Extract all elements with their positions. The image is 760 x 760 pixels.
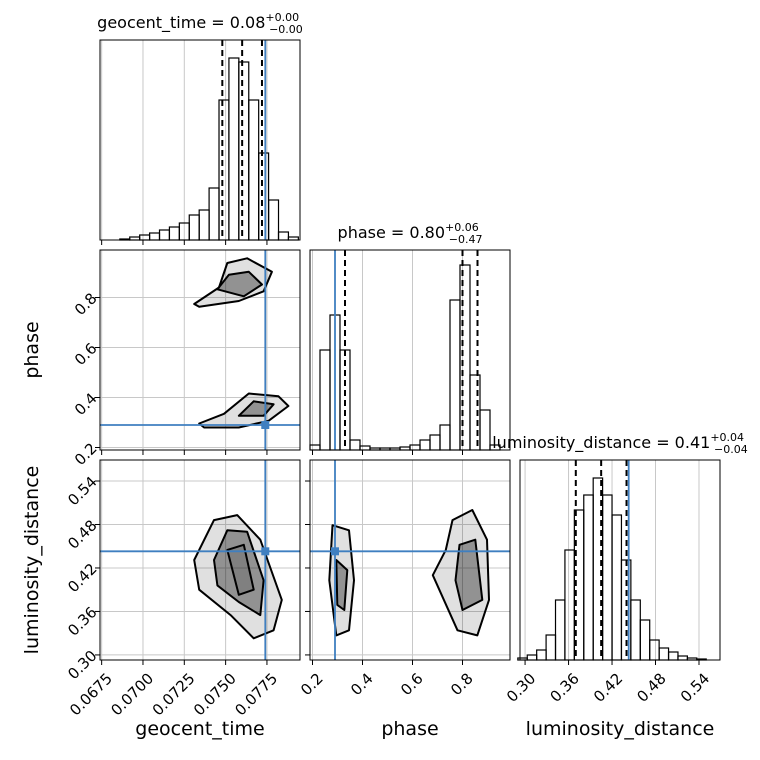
x-tick-label: 0.48 <box>633 670 669 706</box>
x-tick-label: 0.0750 <box>190 670 240 720</box>
x-axis-label: phase <box>381 718 438 740</box>
hist-bin <box>611 514 623 661</box>
panel-frame <box>309 459 511 661</box>
hist-bin <box>677 655 688 661</box>
hist-bin <box>649 639 660 661</box>
hist-bin <box>198 209 210 241</box>
hist-bin <box>429 434 441 451</box>
contour <box>335 559 349 611</box>
hist-bin <box>630 599 641 661</box>
hist-bin <box>639 619 651 661</box>
hist-bin <box>479 409 491 451</box>
contour <box>193 514 283 640</box>
hist-bin <box>248 99 260 241</box>
density-panel: 0.2 0.4 0.6 0.8 <box>71 249 301 469</box>
hist-bin <box>409 444 421 451</box>
x-tick-label: 0.2 <box>297 670 327 700</box>
hist-bin <box>359 445 371 451</box>
x-tick-label: 0.0725 <box>149 670 199 720</box>
y-tick-label: 0.4 <box>71 389 101 419</box>
hist-bin <box>658 647 670 661</box>
truth-point <box>261 547 270 556</box>
contour <box>193 257 273 308</box>
contour <box>454 538 484 611</box>
x-tick-label: 0.54 <box>677 670 713 706</box>
x-tick-label: 0.6 <box>397 670 427 700</box>
histogram-panel: 0.30 0.36 0.42 0.48 0.54 luminosity_distance … <box>492 431 748 706</box>
hist-bin <box>309 444 321 451</box>
x-axis-label: geocent_time <box>135 718 264 740</box>
title-minus: −0.00 <box>269 23 303 36</box>
hist-bin <box>277 231 290 241</box>
y-tick-label: 0.36 <box>64 603 100 639</box>
y-tick-label: 0.54 <box>64 473 100 509</box>
hist-bin <box>602 494 613 661</box>
density-panel: 0.06750.07000.07250.07500.07750.300.360.… <box>64 459 301 720</box>
title-text: luminosity_distance = 0.41 <box>492 433 710 453</box>
y-tick-label: 0.48 <box>64 516 100 552</box>
hist-bin <box>218 99 230 241</box>
truth-point <box>261 421 270 429</box>
truth-point <box>331 547 339 556</box>
histogram-panel: geocent_time = 0.08+0.00 −0.00 <box>97 11 303 245</box>
panel-frame <box>99 459 301 661</box>
hist-bin <box>148 232 161 241</box>
hist-bin <box>208 187 220 241</box>
contour <box>226 543 255 596</box>
hist-bin <box>419 439 431 451</box>
panel-title: luminosity_distance = 0.41+0.04 −0.04 <box>492 431 748 456</box>
y-tick-label: 0.8 <box>71 289 101 319</box>
panel-frame <box>309 249 511 451</box>
y-tick-label: 0.42 <box>64 560 100 596</box>
hist-bin <box>168 226 180 241</box>
y-axis-label: phase <box>21 321 43 378</box>
y-axis-label: luminosity_distance <box>21 466 43 655</box>
x-tick-label: 0.30 <box>503 670 539 706</box>
hist-bin <box>545 634 557 661</box>
hist-bin <box>267 199 280 241</box>
y-tick-label: 0.6 <box>71 339 101 369</box>
histogram-panel: phase = 0.80+0.06 −0.47 <box>309 221 511 455</box>
contour <box>216 270 263 298</box>
density-panel: 0.2 0.4 0.6 0.8 <box>297 459 511 700</box>
hist-bin <box>319 349 331 451</box>
title-plus: +0.00 <box>265 11 299 24</box>
hist-bin <box>667 651 679 661</box>
title-plus: +0.06 <box>445 221 479 234</box>
title-minus: −0.47 <box>449 233 483 246</box>
x-tick-label: 0.36 <box>546 670 582 706</box>
hist-bin <box>439 424 451 451</box>
hist-bin <box>449 299 461 451</box>
hist-bin <box>349 439 361 451</box>
hist-bin <box>238 61 250 241</box>
hist-bin <box>564 549 575 661</box>
hist-bin <box>139 234 151 241</box>
x-tick-label: 0.4 <box>347 670 377 700</box>
hist-bin <box>526 654 538 661</box>
x-tick-label: 0.8 <box>447 670 477 700</box>
x-tick-label: 0.0775 <box>231 670 281 720</box>
title-text: geocent_time = 0.08 <box>97 13 265 33</box>
hist-bin <box>158 229 171 241</box>
hist-bin <box>188 214 200 241</box>
panel-title: phase = 0.80+0.06 −0.47 <box>338 221 483 246</box>
panel-title: geocent_time = 0.08+0.00 −0.00 <box>97 11 303 36</box>
title-minus: −0.04 <box>714 443 748 456</box>
x-tick-label: 0.0700 <box>107 670 157 720</box>
panel-frame <box>519 459 721 661</box>
title-plus: +0.04 <box>710 431 744 444</box>
hist-bin <box>228 57 240 241</box>
hist-bin <box>554 599 566 661</box>
x-tick-label: 0.42 <box>590 670 626 706</box>
y-tick-label: 0.2 <box>71 439 101 469</box>
x-axis-label: luminosity_distance <box>526 718 715 740</box>
title-text: phase = 0.80 <box>338 223 445 242</box>
hist-bin <box>536 649 547 661</box>
panel-frame <box>99 39 301 241</box>
panel-frame <box>99 249 301 451</box>
hist-bin <box>583 494 594 661</box>
